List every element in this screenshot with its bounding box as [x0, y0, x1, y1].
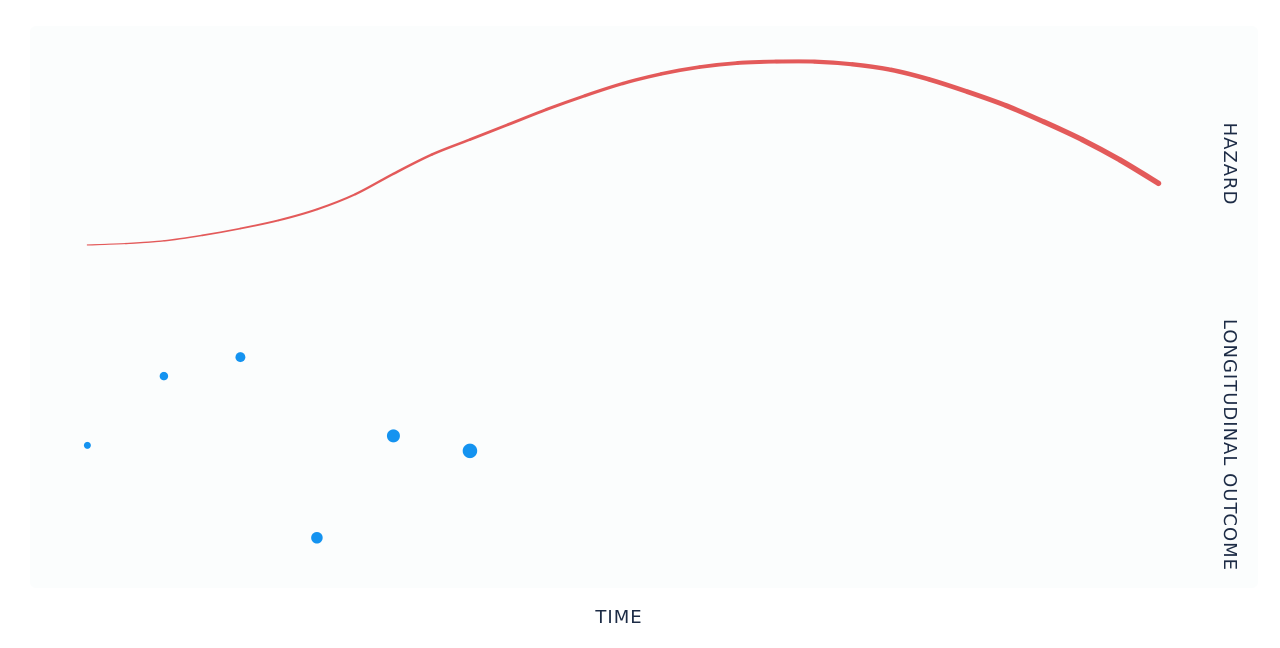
longitudinal-outcome-axis-label: LONGITUDINAL OUTCOME [1219, 318, 1240, 572]
hazard-line-segment [201, 227, 242, 237]
hazard-line-segment [1003, 102, 1047, 125]
hazard-line-segment [1117, 157, 1162, 187]
hazard-line-segment [812, 59, 855, 67]
hazard-line-segment [468, 123, 510, 141]
hazard-line-segment [239, 219, 280, 230]
hazard-line-segment [621, 72, 663, 86]
outcome-point [235, 352, 246, 363]
hazard-line-segment [163, 234, 203, 242]
hazard-line-segment [888, 67, 932, 82]
hazard-line-segment [86, 242, 127, 246]
hazard-line-segment [354, 172, 395, 196]
x-axis-label: TIME [595, 607, 643, 628]
hazard-line-segment [544, 94, 587, 112]
chart-plot [83, 59, 1162, 544]
hazard-line-segment [124, 240, 165, 245]
hazard-line-segment [315, 193, 357, 211]
hazard-axis-label: HAZARD [1219, 122, 1240, 206]
outcome-point [386, 429, 400, 443]
hazard-line-segment [506, 107, 548, 127]
outcome-point [83, 441, 91, 449]
outcome-point [311, 531, 323, 544]
hazard-line-segment [430, 138, 472, 156]
chart-panel [30, 26, 1258, 588]
outcome-point [462, 443, 478, 459]
hazard-line-segment [735, 59, 778, 65]
hazard-line-segment [1079, 136, 1123, 163]
hazard-line-segment [659, 65, 702, 76]
hazard-line-segment [697, 61, 740, 69]
outcome-point [159, 371, 169, 381]
outcome-point-layer [83, 352, 478, 544]
hazard-line-segment [964, 89, 1008, 108]
hazard-line-segment [926, 77, 970, 95]
hazard-line-segment [583, 81, 625, 98]
hazard-line-segment [277, 208, 318, 222]
hazard-line-segment [392, 153, 433, 176]
hazard-line-layer [86, 59, 1162, 246]
hazard-line-segment [850, 62, 893, 72]
hazard-line-segment [1041, 119, 1085, 143]
